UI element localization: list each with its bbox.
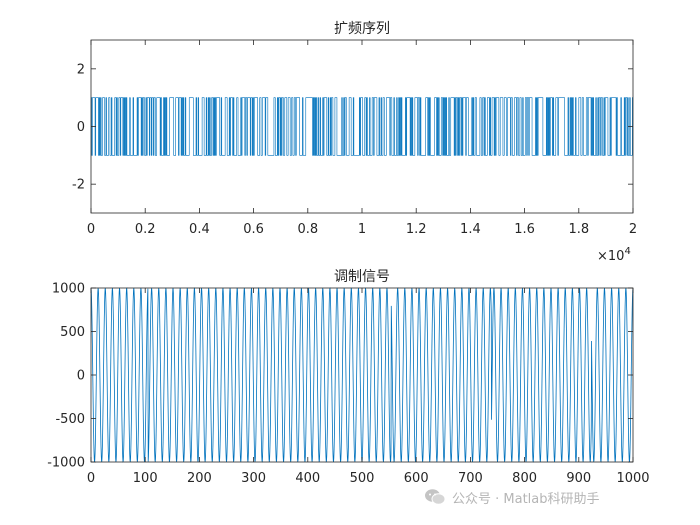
x-tick-label: 0.8: [297, 222, 318, 237]
x-exponent-power: 4: [624, 246, 630, 257]
watermark: 公众号 · Matlab科研助手: [424, 486, 600, 508]
x-tick-label: 1.8: [568, 222, 589, 237]
x-tick-label: 2: [629, 222, 637, 237]
x-tick-label: 800: [512, 471, 537, 486]
x-tick-label: 300: [241, 471, 266, 486]
x-tick-label: 0.2: [135, 222, 156, 237]
chart-title: 调制信号: [334, 269, 390, 285]
x-tick-label: 500: [350, 471, 375, 486]
x-tick-label: 0: [87, 471, 95, 486]
x-tick-label: 0.4: [189, 222, 210, 237]
modulated-signal-line: [90, 287, 634, 463]
spread-sequence-plot: [91, 97, 633, 156]
y-tick-label: 0: [77, 120, 85, 135]
axes-modulated-signal: 0 100 200 300 400 500 600 700 800 900 1000 -1000 -50…: [47, 269, 649, 486]
x-tick-label: 200: [187, 471, 212, 486]
x-tick-label: 1.2: [406, 222, 427, 237]
y-tick-label: -1000: [47, 456, 85, 471]
x-tick-label: 1000: [616, 471, 649, 486]
y-tick-label: 0: [77, 369, 85, 384]
axes-spread-sequence: 0 0.2 0.4 0.6 0.8 1 1.2 1.4 1.6 1.8 2 -2 0 2 扩频序列 ×10…: [72, 21, 637, 264]
chart-title: 扩频序列: [334, 21, 390, 37]
x-tick-label: 1.4: [460, 222, 481, 237]
watermark-text: 公众号 · Matlab科研助手: [452, 491, 600, 507]
y-tick-label: 500: [60, 325, 85, 340]
x-tick-label: 100: [133, 471, 158, 486]
spread-sequence-line: [91, 97, 633, 156]
x-exponent-base: ×10: [597, 249, 624, 264]
y-tick-label: -500: [55, 412, 85, 427]
axes-box: [90, 39, 634, 214]
y-tick-label: -2: [72, 178, 85, 193]
x-tick-label: 400: [295, 471, 320, 486]
axis-ticks: 0 100 200 300 400 500 600 700 800 900 1000 -1000 -50…: [47, 282, 649, 487]
modulated-signal-plot: [90, 287, 634, 463]
axis-ticks: 0 0.2 0.4 0.6 0.8 1 1.2 1.4 1.6 1.8 2 -2 0 2: [72, 40, 637, 237]
x-tick-label: 600: [404, 471, 429, 486]
y-tick-label: 2: [77, 62, 85, 77]
x-tick-label: 900: [566, 471, 591, 486]
x-tick-label: 1.6: [514, 222, 535, 237]
wechat-icon: [425, 489, 446, 505]
x-tick-label: 0: [87, 222, 95, 237]
x-tick-label: 1: [358, 222, 366, 237]
x-tick-label: 0.6: [243, 222, 264, 237]
x-exponent-label: ×104: [597, 246, 631, 264]
x-tick-label: 700: [458, 471, 483, 486]
y-tick-label: 1000: [52, 282, 85, 297]
